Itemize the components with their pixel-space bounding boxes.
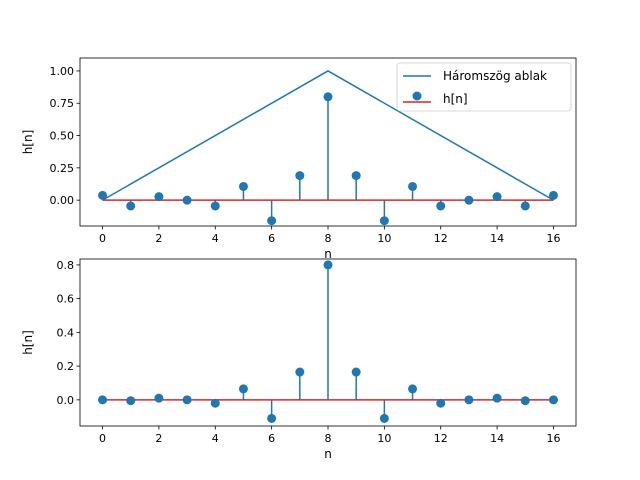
y-tick-label: 0.00 <box>50 194 75 207</box>
x-tick-label: 10 <box>377 432 391 445</box>
stem-marker <box>154 393 164 403</box>
stem-marker <box>436 201 446 211</box>
stem-marker <box>295 367 305 377</box>
bottom-subplot: 0 2 4 6 8 10 12 14 16 0.0 0.2 0.4 0.6 0.8 n h[n] <box>21 258 577 461</box>
x-tick-label: 8 <box>325 232 332 245</box>
x-tick-label: 12 <box>434 232 448 245</box>
stem-marker <box>267 413 277 423</box>
x-tick-label: 0 <box>99 432 106 445</box>
stem-marker <box>351 171 361 181</box>
stem-marker <box>295 171 305 181</box>
y-tick-label: 0.75 <box>50 97 75 110</box>
stem-marker <box>182 195 192 205</box>
bottom-x-axis-label: n <box>324 447 332 461</box>
top-x-ticks: 0 2 4 6 8 10 12 14 16 <box>99 226 560 245</box>
top-plot-marks <box>98 70 558 226</box>
y-tick-label: 0.6 <box>57 293 75 306</box>
top-legend: Háromszög ablak h[n] <box>396 62 572 112</box>
y-tick-label: 0.4 <box>57 326 75 339</box>
x-tick-label: 4 <box>212 432 219 445</box>
legend-stem-marker-swatch <box>412 91 422 101</box>
bottom-plot-marks <box>98 260 558 423</box>
stem-marker <box>98 190 108 200</box>
x-tick-label: 4 <box>212 232 219 245</box>
stem-marker <box>408 384 418 394</box>
stem-marker <box>126 396 136 406</box>
stem-marker <box>323 92 333 102</box>
stem-marker <box>492 393 502 403</box>
legend-box <box>396 62 572 112</box>
top-y-axis-label: h[n] <box>21 130 35 155</box>
bottom-y-axis-label: h[n] <box>21 330 35 355</box>
stem-marker <box>154 192 164 202</box>
triangle-window-line <box>102 70 554 201</box>
x-tick-label: 14 <box>490 232 504 245</box>
x-tick-label: 6 <box>268 232 275 245</box>
stem-marker <box>464 195 474 205</box>
stem-marker <box>238 384 248 394</box>
stem-marker <box>520 201 530 211</box>
y-tick-label: 0.8 <box>57 259 75 272</box>
stem-marker <box>436 398 446 408</box>
stem-marker <box>408 181 418 191</box>
bottom-x-ticks: 0 2 4 6 8 10 12 14 16 <box>99 426 560 445</box>
stem-marker <box>548 190 558 200</box>
y-tick-label: 0.0 <box>57 394 75 407</box>
legend-label-window: Háromszög ablak <box>443 69 547 83</box>
y-tick-label: 0.2 <box>57 360 75 373</box>
stem-marker <box>464 395 474 405</box>
stem-marker <box>210 201 220 211</box>
stem-marker <box>379 216 389 226</box>
stem-marker <box>492 192 502 202</box>
x-tick-label: 0 <box>99 232 106 245</box>
stem-marker <box>210 398 220 408</box>
x-tick-label: 2 <box>155 232 162 245</box>
x-tick-label: 8 <box>325 432 332 445</box>
top-x-axis-label: n <box>324 247 332 261</box>
y-tick-label: 0.25 <box>50 162 75 175</box>
x-tick-label: 6 <box>268 432 275 445</box>
top-subplot: 0 2 4 6 8 10 12 14 16 0.00 0.25 0.50 0.75 1.00 n h[n… <box>21 57 577 261</box>
top-y-ticks: 0.00 0.25 0.50 0.75 1.00 <box>50 65 80 207</box>
x-tick-label: 2 <box>155 432 162 445</box>
bottom-y-ticks: 0.0 0.2 0.4 0.6 0.8 <box>57 259 80 407</box>
stem-marker <box>182 395 192 405</box>
stem-marker <box>323 260 333 270</box>
stem-marker <box>379 413 389 423</box>
x-tick-label: 16 <box>546 432 560 445</box>
x-tick-label: 14 <box>490 432 504 445</box>
stem-marker <box>267 216 277 226</box>
y-tick-label: 0.50 <box>50 130 75 143</box>
legend-label-hn: h[n] <box>443 92 468 106</box>
y-tick-label: 1.00 <box>50 65 75 78</box>
stem-marker <box>520 396 530 406</box>
x-tick-label: 16 <box>546 232 560 245</box>
stem-marker <box>238 181 248 191</box>
stem-marker <box>548 395 558 405</box>
x-tick-label: 10 <box>377 232 391 245</box>
stem-marker <box>351 367 361 377</box>
x-tick-label: 12 <box>434 432 448 445</box>
stem-marker <box>98 395 108 405</box>
stem-marker <box>126 201 136 211</box>
